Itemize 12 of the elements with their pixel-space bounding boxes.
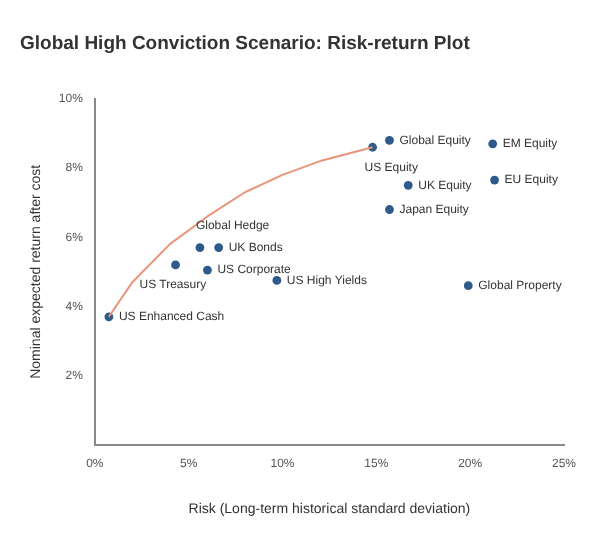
point: [385, 205, 394, 214]
point: [385, 135, 394, 145]
point: [403, 180, 413, 190]
point: [203, 265, 212, 275]
point: [171, 260, 180, 270]
point: [214, 243, 224, 252]
point: [463, 281, 473, 291]
point: [488, 139, 498, 149]
point: [195, 243, 205, 252]
point: [490, 175, 499, 185]
point: [272, 276, 282, 285]
chart-title: Global High Conviction Scenario: Risk-return Plot: [20, 32, 472, 55]
